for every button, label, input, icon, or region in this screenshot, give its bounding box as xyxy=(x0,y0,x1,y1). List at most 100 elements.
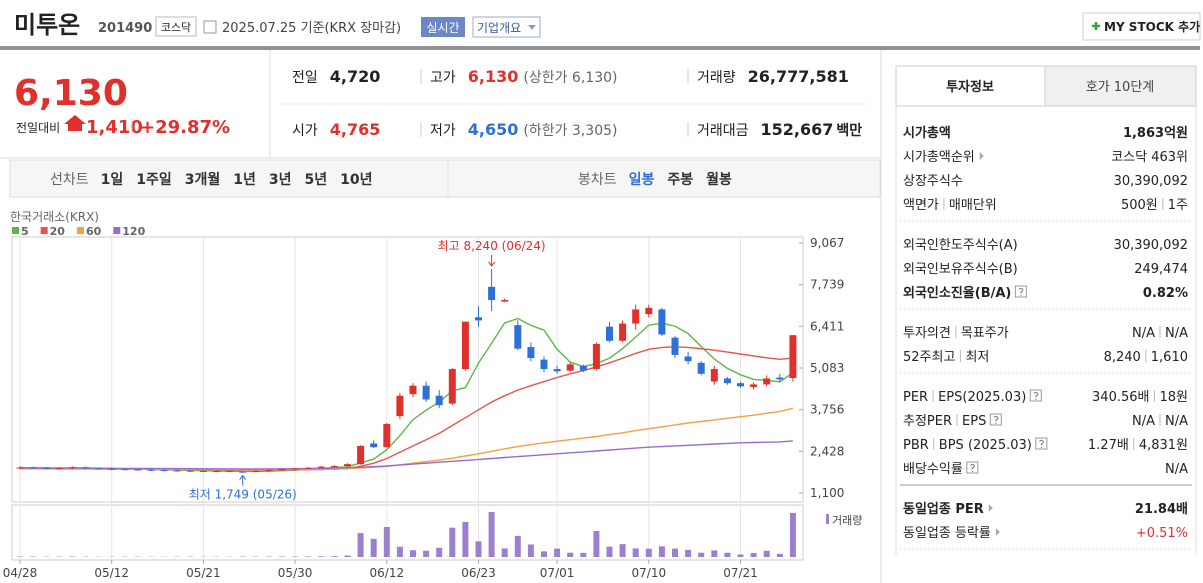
candle-body xyxy=(82,467,89,469)
info-label: 배당수익률 xyxy=(903,462,963,477)
info-label: PER xyxy=(903,390,928,405)
quote-item: 시가 4,765 xyxy=(292,120,380,139)
quote-label: 저가 xyxy=(430,123,456,139)
period-tab[interactable]: 주봉 xyxy=(667,172,693,188)
candle-body xyxy=(304,467,312,469)
info-tab[interactable]: 투자정보 xyxy=(946,79,994,95)
x-tick-label: 07/01 xyxy=(540,566,575,580)
volume-bar xyxy=(554,548,561,557)
candle-body xyxy=(422,385,430,400)
volume-bar xyxy=(645,548,652,557)
candle-body xyxy=(697,362,705,374)
info-label: 동일업종 PER xyxy=(903,502,984,517)
tab-group-label: 봉차트 xyxy=(578,172,617,188)
candle-body xyxy=(396,395,404,417)
x-tick-label: 07/10 xyxy=(632,566,667,580)
period-tab[interactable]: 1주일 xyxy=(136,172,172,188)
candle-body xyxy=(684,356,692,362)
period-tab[interactable]: 월봉 xyxy=(706,171,732,188)
candle-body xyxy=(606,326,613,341)
candle-body xyxy=(291,468,299,470)
market-label: 코스닥 xyxy=(161,21,191,34)
y-tick-label: 5,083 xyxy=(810,361,844,375)
candle-body xyxy=(278,469,286,471)
current-price: 6,130 xyxy=(14,73,128,114)
volume-bar xyxy=(475,541,482,557)
quote-value: 152,667 xyxy=(761,120,834,139)
info-label: 시가총액순위 xyxy=(903,150,975,165)
active-tab[interactable] xyxy=(895,65,1046,107)
orderbook-tab[interactable]: 호가 10단계 xyxy=(1086,80,1155,95)
volume-bar xyxy=(344,555,351,557)
period-tab[interactable]: 1일 xyxy=(101,172,124,188)
calendar-icon xyxy=(203,20,217,34)
info-label: EPS(2025.03) xyxy=(938,390,1026,405)
quote-item: 거래대금 152,667 백만 xyxy=(697,120,862,139)
realtime-badge[interactable] xyxy=(421,17,465,37)
info-value: 249,474 xyxy=(1134,262,1188,277)
period-tab[interactable]: 5년 xyxy=(305,172,328,188)
info-label: 52주최고 xyxy=(903,350,955,365)
volume-bar xyxy=(527,544,534,557)
info-value: N/A xyxy=(1132,326,1155,341)
candle-body xyxy=(239,471,247,473)
candle-body xyxy=(42,467,50,469)
company-info-button[interactable] xyxy=(472,16,541,38)
info-value: N/A xyxy=(1132,414,1155,429)
y-tick-label: 9,067 xyxy=(810,236,844,250)
period-tab[interactable]: 3개월 xyxy=(185,171,221,188)
volume-bar xyxy=(331,556,338,557)
period-tab[interactable]: 3년 xyxy=(269,172,292,188)
candle-body xyxy=(527,347,535,359)
candle-body xyxy=(723,378,731,384)
candle-body xyxy=(553,369,561,372)
quote-item: 전일 4,720 xyxy=(292,67,380,86)
candle-body xyxy=(95,468,103,470)
market-badge xyxy=(155,16,197,37)
candle-body xyxy=(344,464,351,467)
candle-body xyxy=(776,377,784,380)
x-tick-label: 05/30 xyxy=(278,566,313,580)
quote-value: 4,720 xyxy=(330,67,381,86)
volume-bar xyxy=(750,553,757,557)
candle-body xyxy=(147,469,155,471)
company-info-label[interactable]: 기업개요 xyxy=(477,21,521,35)
my-stock-label[interactable]: MY STOCK 추가 xyxy=(1104,19,1200,34)
volume-legend-swatch xyxy=(826,514,829,524)
low-arrow xyxy=(239,474,247,486)
arrow-icon xyxy=(995,528,1000,536)
candle-body xyxy=(737,383,744,387)
volume-bar xyxy=(580,552,587,557)
volume-bar xyxy=(357,533,364,557)
volume-frame xyxy=(11,504,804,561)
volume-bar xyxy=(593,530,600,557)
header-divider xyxy=(0,46,1200,50)
info-label: 외국인소진율(B/A) xyxy=(903,285,1011,301)
period-tab[interactable]: 일봉 xyxy=(629,172,655,188)
info-value: 340.56배 xyxy=(1092,390,1149,405)
low-annotation: 최저 1,749 (05/26) xyxy=(189,488,297,502)
legend-label: 120 xyxy=(122,225,145,238)
period-tab[interactable]: 1년 xyxy=(233,172,256,188)
realtime-label[interactable]: 실시간 xyxy=(426,21,459,35)
period-tab[interactable]: 10년 xyxy=(340,172,372,188)
info-value: 1주 xyxy=(1168,198,1188,213)
volume-bar xyxy=(567,552,574,557)
up-icon xyxy=(64,115,86,131)
volume-bar xyxy=(436,547,443,557)
help-glyph xyxy=(969,463,975,472)
candle-body xyxy=(68,467,76,469)
volume-legend: 거래량 xyxy=(832,514,862,527)
help-glyph xyxy=(1038,439,1044,448)
stock-code: 201490 xyxy=(98,21,152,36)
my-stock-button[interactable] xyxy=(1082,12,1201,41)
volume-bar xyxy=(514,535,521,557)
x-tick-label: 07/21 xyxy=(723,566,758,580)
info-value: N/A xyxy=(1165,462,1188,477)
candle-body xyxy=(645,307,653,315)
volume-bar xyxy=(685,549,692,557)
volume-bar xyxy=(501,548,508,557)
arrow-icon xyxy=(988,504,993,512)
candle-body xyxy=(29,467,37,469)
